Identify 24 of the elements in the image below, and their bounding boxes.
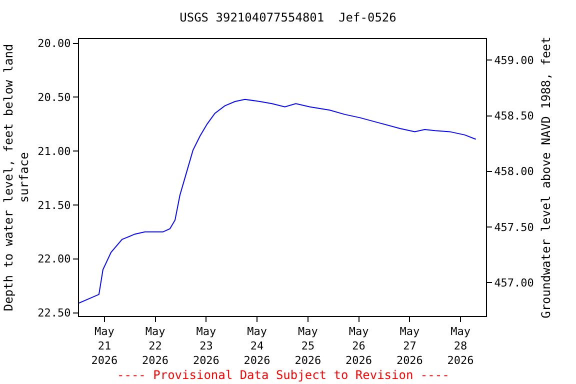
x-tick-label: May 24 2026	[244, 325, 270, 367]
chart-title: USGS 392104077554801 Jef-0526	[180, 10, 396, 24]
x-tick-label: May 28 2026	[447, 325, 474, 367]
text: ---- Provisional Data Subject to Revision ----	[117, 368, 450, 382]
y2-axis-title: Groundwater level above NAVD 1988, feet	[538, 36, 553, 318]
y2-tick-label: 458.00	[494, 165, 534, 178]
y-tick-label: 20.50	[38, 91, 71, 104]
y-tick-label: 22.00	[38, 252, 71, 266]
x-tick-label: May 22 2026	[142, 325, 169, 367]
y2-tick-label: 457.50	[494, 220, 534, 234]
y2-tick-label: 457.00	[494, 276, 534, 290]
y-tick-label: 21.50	[38, 198, 71, 212]
x-tick-label: May 25 2026	[294, 325, 322, 367]
x-tick-label: May 21 2026	[91, 325, 118, 367]
x-tick-label: May 27 2026	[396, 325, 423, 367]
y2-tick-label: 458.50	[494, 110, 534, 123]
y-tick-label: 21.00	[38, 144, 71, 158]
y-axis-title: Depth to water level, feet below land surface	[1, 44, 31, 312]
x-tick-label: May 26 2026	[346, 325, 372, 367]
y2-tick-label: 459.00	[494, 54, 534, 67]
y-tick-label: 22.50	[38, 306, 71, 320]
x-tick-label: May 23 2026	[192, 325, 220, 367]
line-series	[79, 98, 476, 304]
y-tick-label: 20.00	[38, 37, 71, 50]
